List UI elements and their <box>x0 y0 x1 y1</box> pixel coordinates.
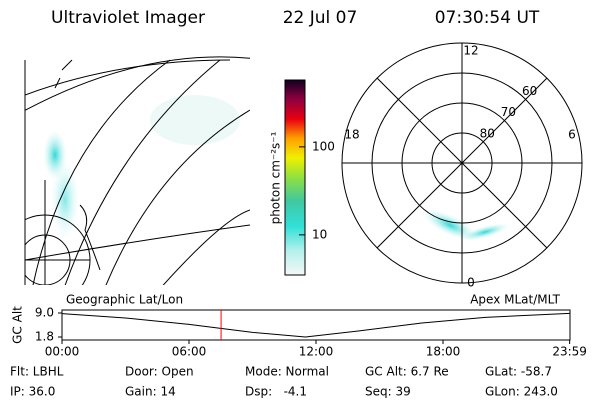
mlt-label: 12 <box>463 44 478 58</box>
x-tick-label: 00:00 <box>45 345 80 359</box>
time: 07:30:54 UT <box>435 8 540 28</box>
x-tick-label: 12:00 <box>299 345 334 359</box>
colorbar <box>284 79 306 276</box>
info-field: GLon: 243.0 <box>485 385 558 399</box>
date: 22 Jul 07 <box>283 8 358 28</box>
info-field: GLat: -58.7 <box>485 365 552 379</box>
polar-ring <box>431 132 493 194</box>
info-field: Mode: Normal <box>245 365 329 379</box>
polar-ring-label: 60 <box>522 84 537 98</box>
y-tick-label: 1.8 <box>35 330 54 344</box>
polar-ring-label: 70 <box>501 105 516 119</box>
info-field: IP: 36.0 <box>10 385 55 399</box>
polar-plot <box>341 42 583 284</box>
mlt-label: 0 <box>467 276 475 290</box>
altitude-line <box>61 312 570 338</box>
geo-map <box>25 56 250 285</box>
x-tick-label: 23:59 <box>552 345 587 359</box>
left-panel-label: Geographic Lat/Lon <box>66 293 183 307</box>
polar-ring <box>371 72 553 254</box>
info-field: Seq: 39 <box>365 385 411 399</box>
mlt-label: 6 <box>568 128 576 142</box>
info-field: Gain: 14 <box>125 385 176 399</box>
x-tick-label: 18:00 <box>426 345 461 359</box>
mlt-label: 18 <box>344 128 359 142</box>
polar-outer <box>341 42 583 284</box>
colorbar-tick-label: 100 <box>312 139 335 153</box>
y-tick-label: 9.0 <box>35 306 54 320</box>
info-field: Dsp: -4.1 <box>245 385 307 399</box>
colorbar-tick-label: 10 <box>312 227 327 241</box>
info-field: Door: Open <box>125 365 194 379</box>
x-tick-label: 06:00 <box>172 345 207 359</box>
polar-ring-label: 80 <box>480 126 495 140</box>
polar-ring <box>401 102 523 224</box>
altitude-label: GC Alt <box>11 306 25 344</box>
info-field: GC Alt: 6.7 Re <box>365 365 449 379</box>
right-panel-label: Apex MLat/MLT <box>470 293 560 307</box>
colorbar-label: photon cm⁻²s⁻¹ <box>269 131 283 224</box>
instrument: Ultraviolet Imager <box>51 8 205 28</box>
info-field: Flt: LBHL <box>10 365 64 379</box>
